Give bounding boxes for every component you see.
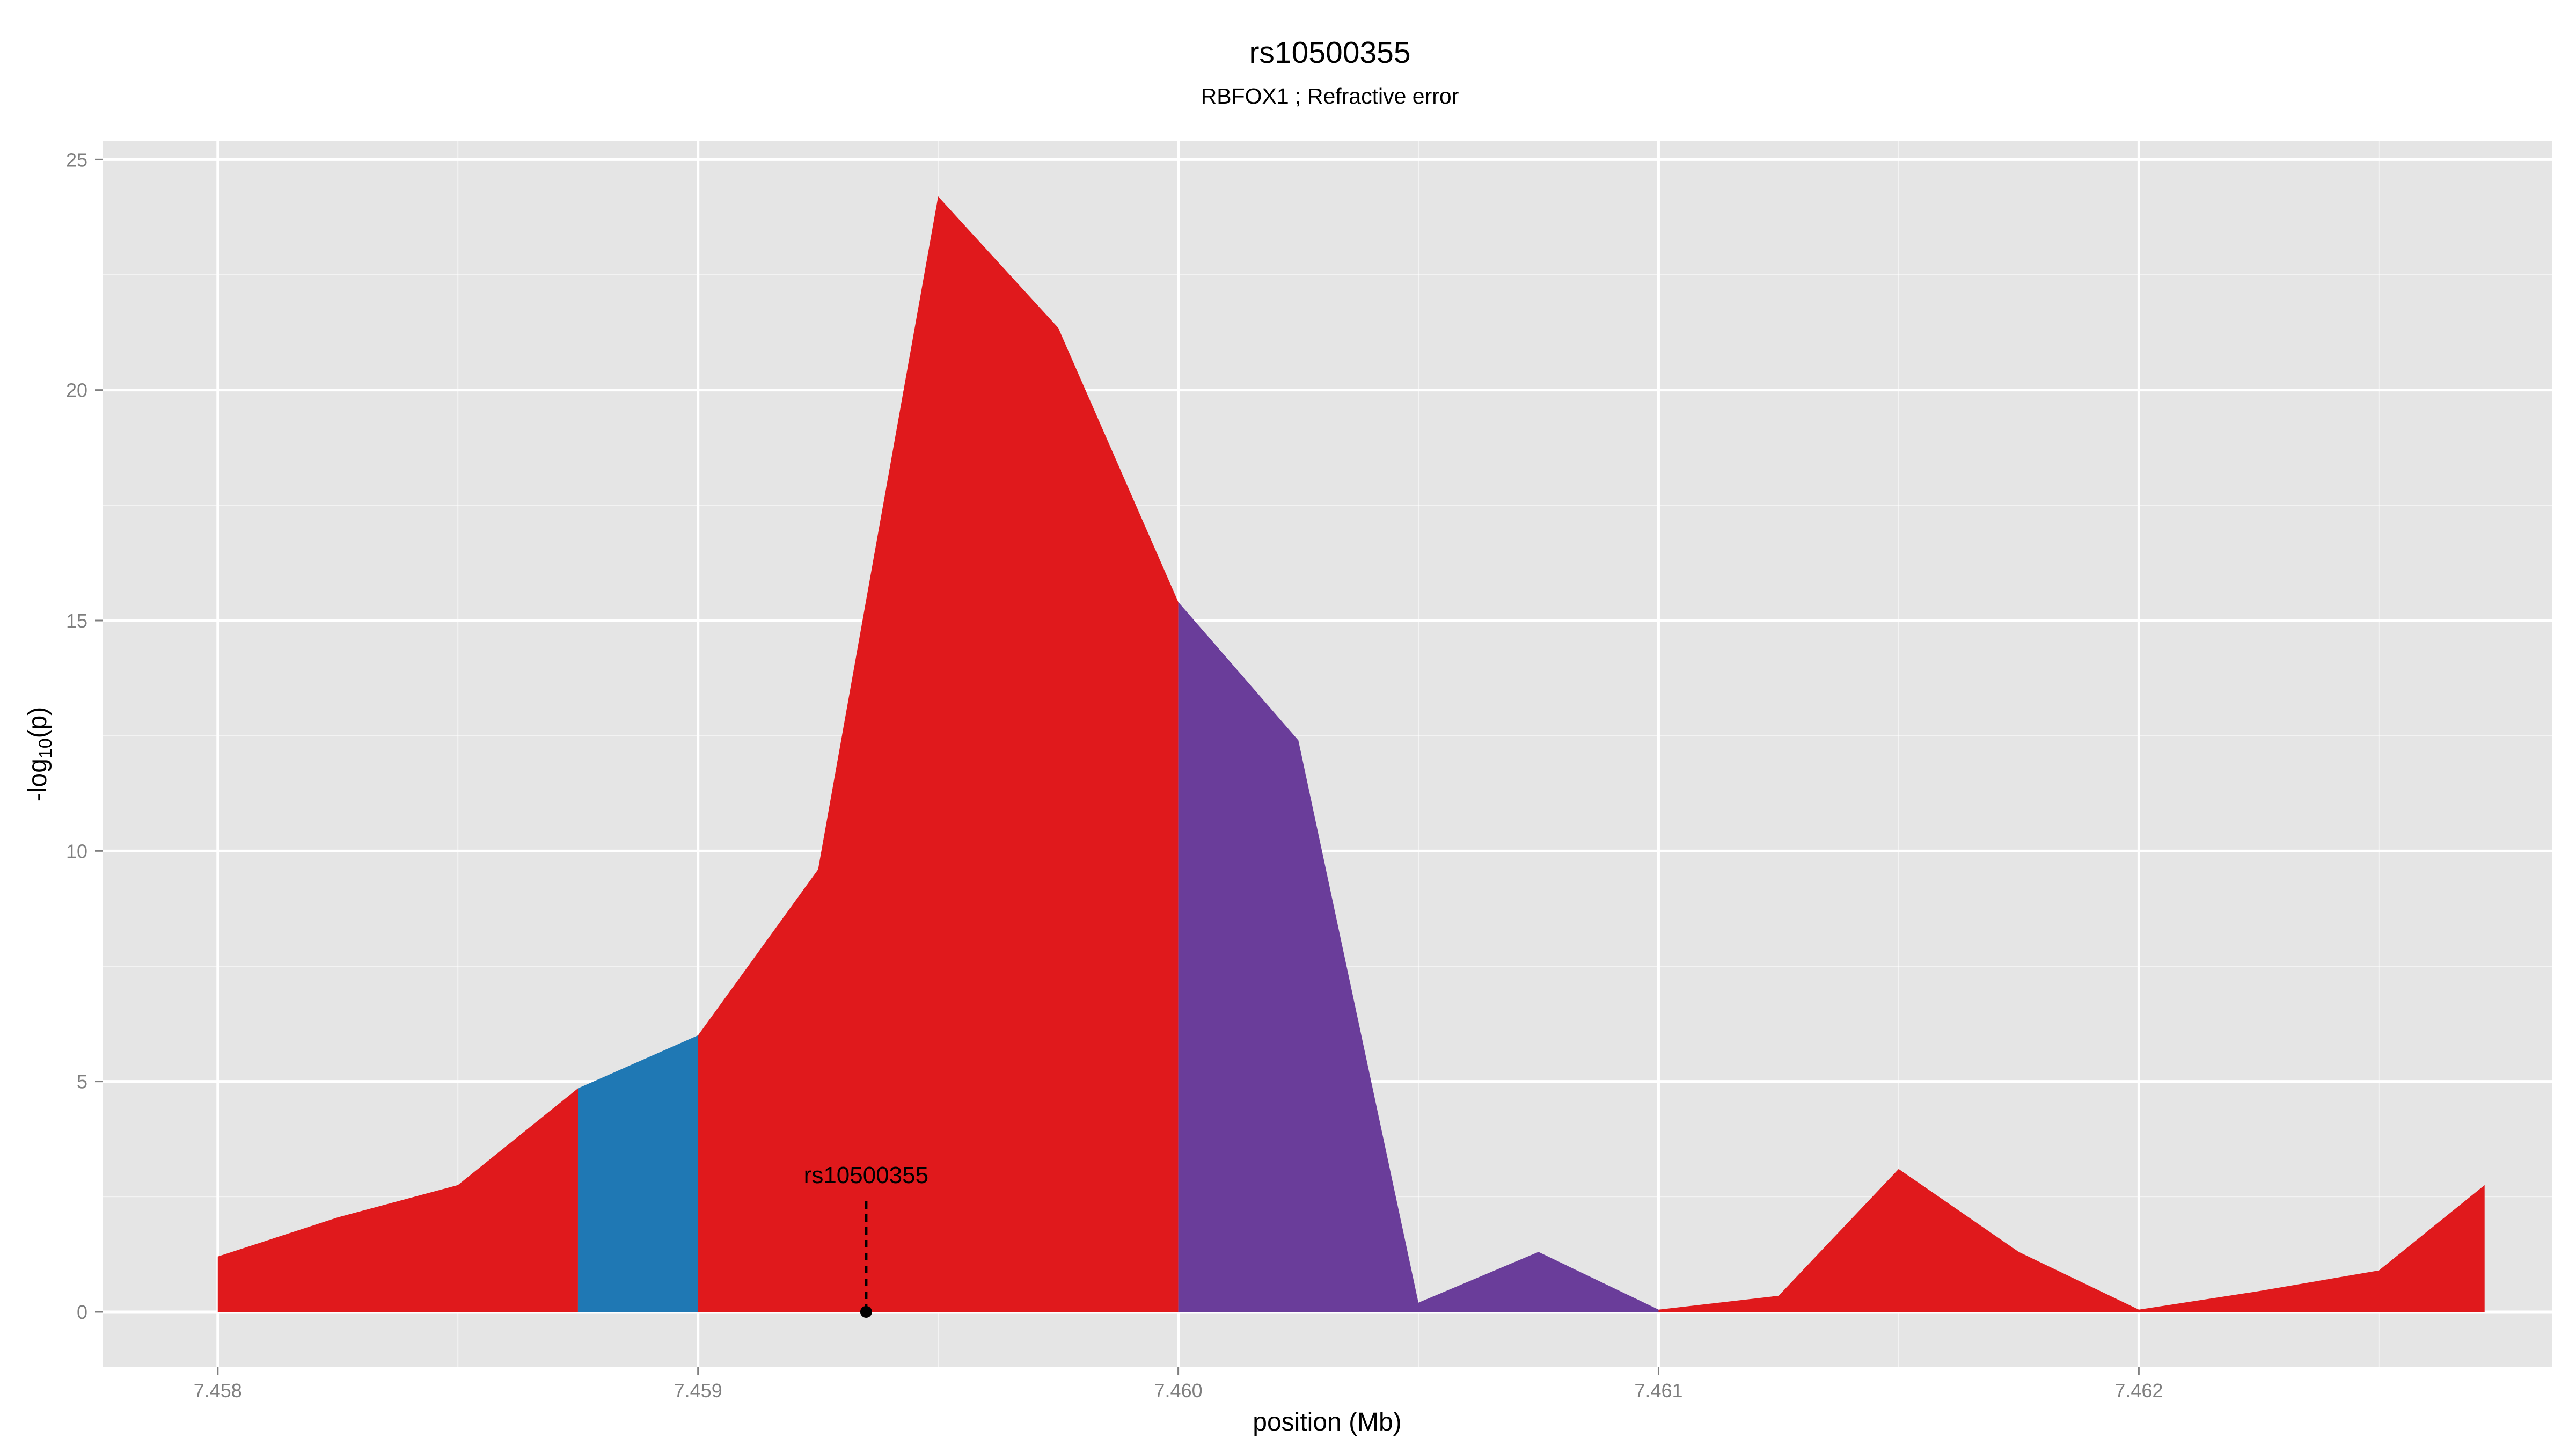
y-axis-title-suffix: (p): [24, 707, 52, 739]
y-tick-label: 10: [66, 840, 87, 862]
area-segment-4: [1178, 602, 1659, 1312]
y-tick-label: 15: [66, 610, 87, 632]
grid-layer: [103, 141, 2552, 1367]
svg-text:-log10(p): -log10(p): [24, 707, 56, 802]
x-tick-label: 7.462: [2114, 1380, 2163, 1402]
y-tick-label: 20: [66, 380, 87, 402]
chart-title: rs10500355: [1249, 35, 1410, 70]
x-tick-label: 7.461: [1634, 1380, 1682, 1402]
annotation-label: rs10500355: [804, 1162, 928, 1188]
y-axis-title: -log10(p): [24, 707, 56, 802]
y-tick-label: 5: [77, 1071, 87, 1093]
area-segment-3: [698, 196, 1179, 1312]
y-axis-title-subscript: 10: [35, 738, 56, 758]
x-axis-title: position (Mb): [1253, 1408, 1401, 1436]
area-segment-2: [577, 1035, 698, 1312]
area-layer: [217, 196, 2485, 1312]
x-tick-label: 7.460: [1154, 1380, 1203, 1402]
y-tick-label: 25: [66, 149, 87, 171]
chart-subtitle: RBFOX1 ; Refractive error: [1201, 84, 1459, 108]
y-tick-label: 0: [77, 1301, 87, 1323]
axis-layer: 7.458 7.459 7.460 7.461 7.462 0 5 10 15 20 25: [66, 149, 2163, 1402]
area-segment-5: [1658, 1169, 2485, 1312]
x-tick-label: 7.459: [674, 1380, 722, 1402]
area-segment-1: [217, 1088, 578, 1312]
annotation-layer: rs10500355: [804, 1162, 928, 1318]
annotation-marker: [860, 1305, 872, 1318]
y-axis-title-prefix: -log: [24, 758, 52, 801]
x-tick-label: 7.458: [194, 1380, 242, 1402]
